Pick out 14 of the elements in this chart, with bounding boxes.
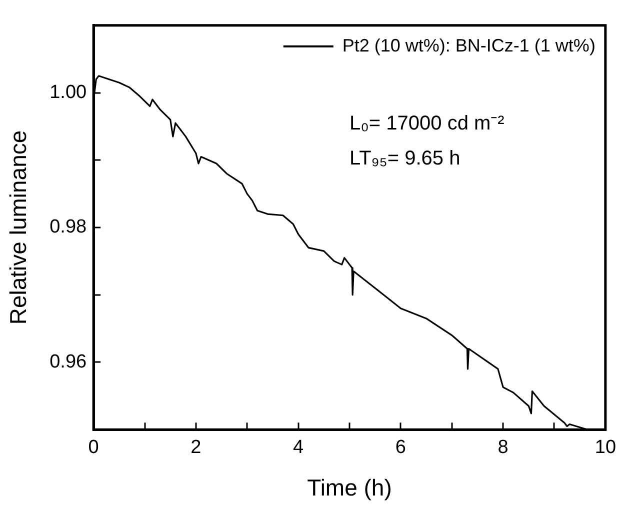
x-tick-label: 4: [293, 437, 304, 458]
annotation: L₀= 17000 cd m⁻²: [350, 112, 505, 134]
legend-label: Pt2 (10 wt%): BN-ICz-1 (1 wt%): [342, 35, 596, 56]
y-tick-label: 0.98: [50, 216, 87, 238]
x-axis-title: Time (h): [307, 474, 392, 501]
y-tick-label: 0.96: [50, 351, 87, 372]
x-tick-label: 8: [498, 437, 508, 458]
x-tick-label: 6: [395, 437, 406, 458]
annotation: LT₉₅= 9.65 h: [350, 147, 460, 170]
y-axis-title: Relative luminance: [5, 130, 32, 325]
x-tick-label: 2: [190, 437, 202, 458]
text: 1.00: [50, 82, 87, 103]
x-tick-label: 0: [88, 437, 99, 458]
x-tick-label: 10: [594, 437, 616, 458]
